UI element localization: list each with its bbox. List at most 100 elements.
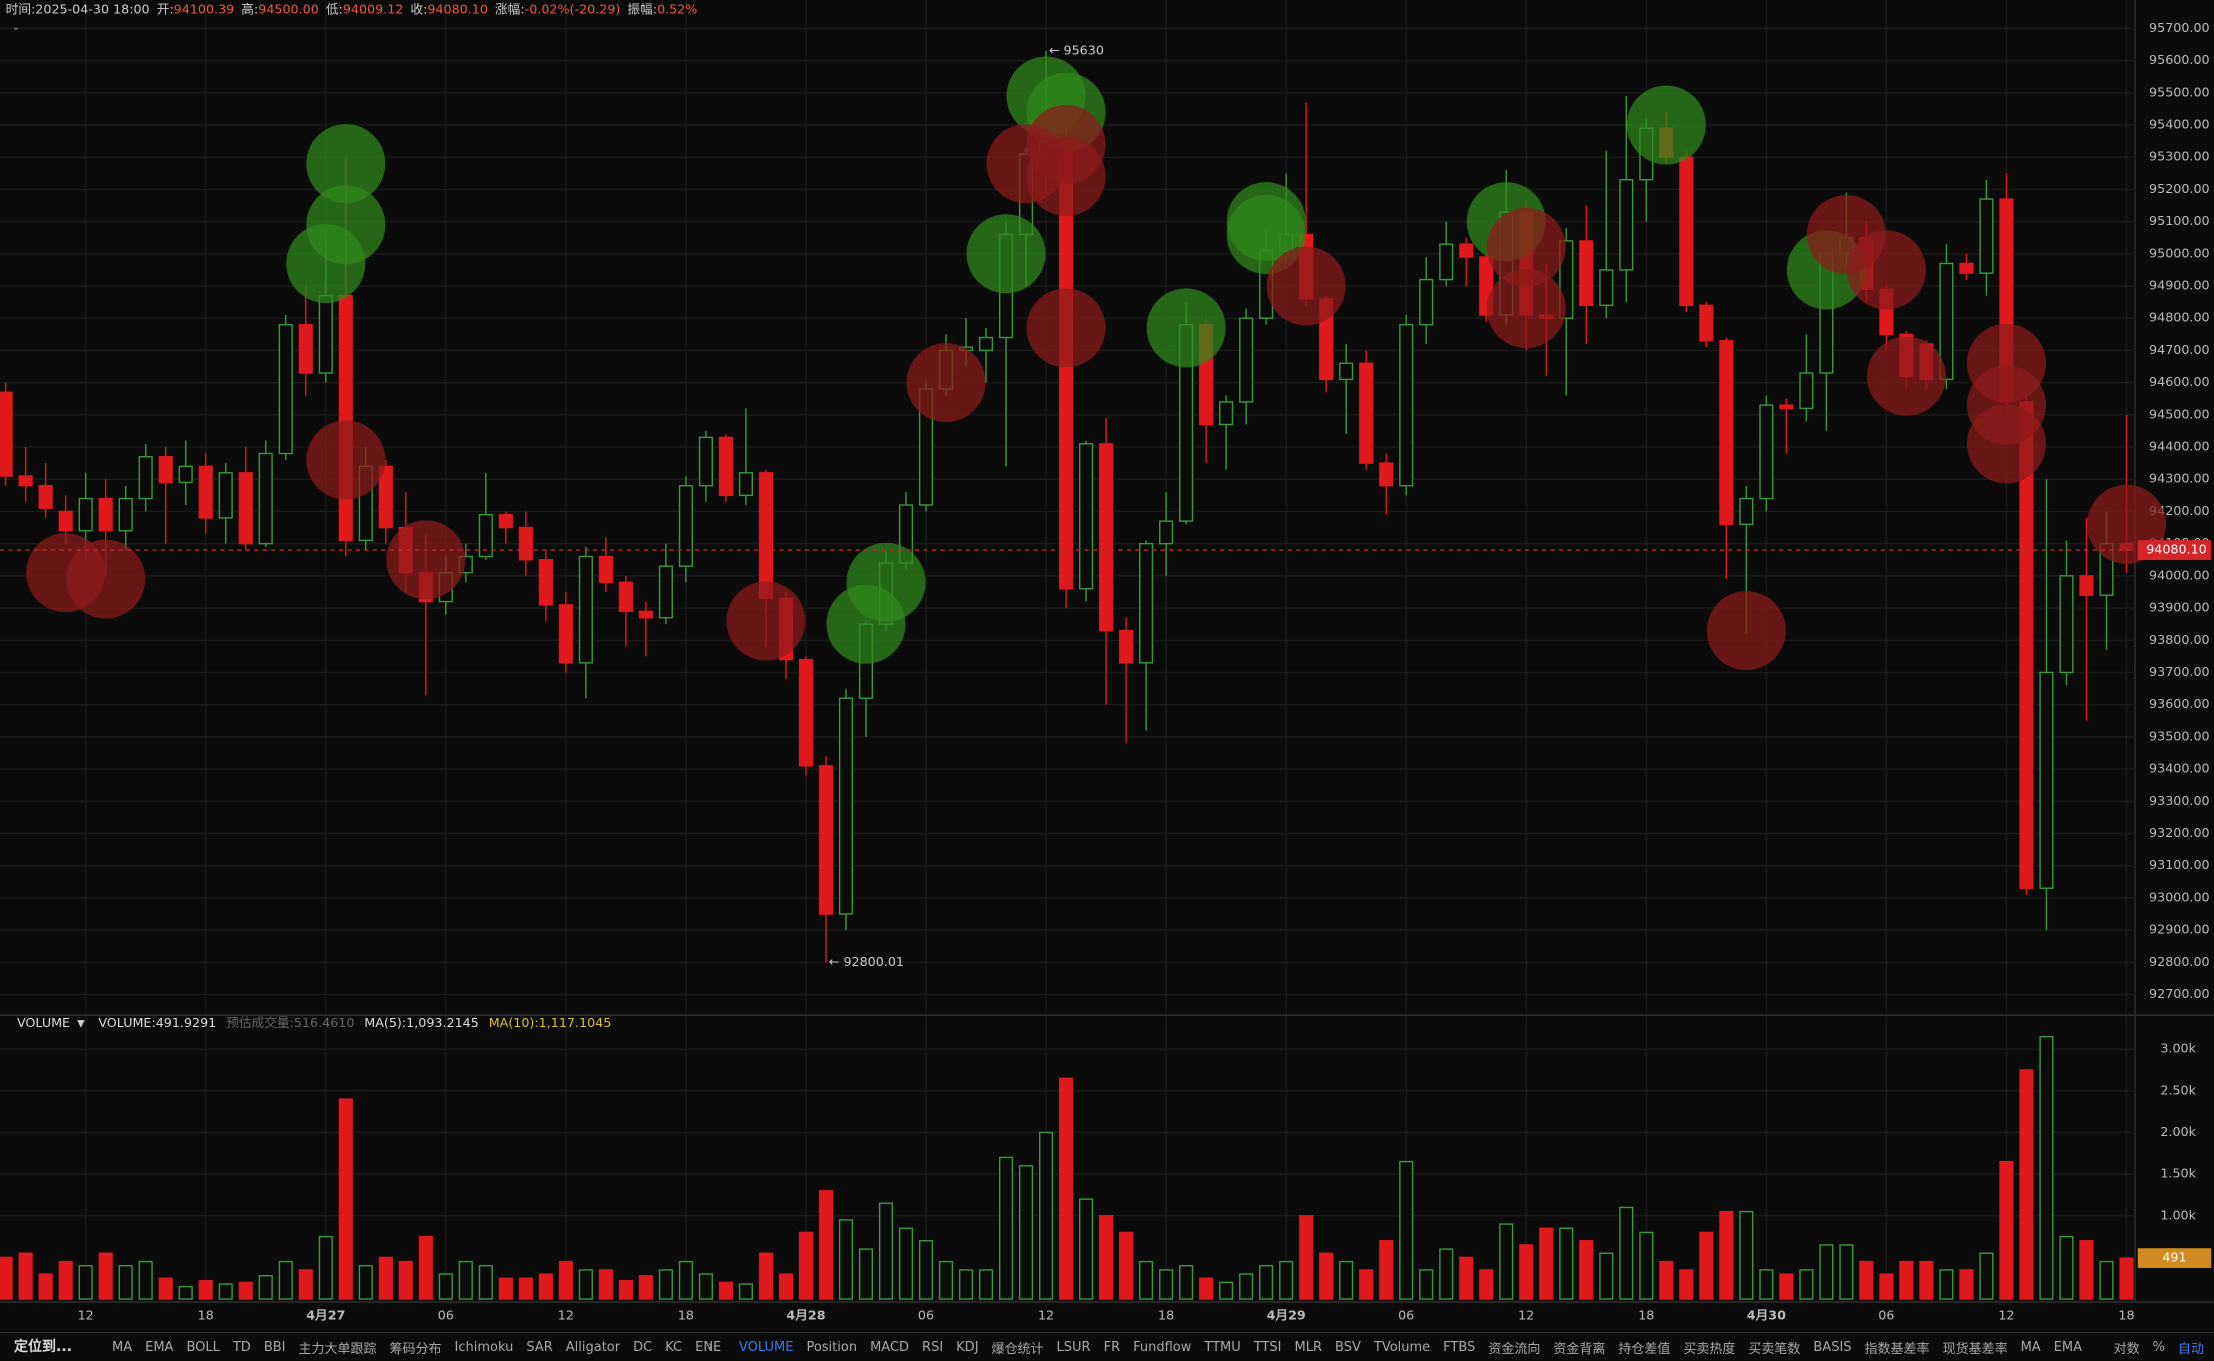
candle-body bbox=[1379, 462, 1394, 487]
toolbar-item[interactable]: BOLL bbox=[186, 1339, 220, 1355]
candle-body bbox=[18, 475, 33, 487]
volume-bar bbox=[1159, 1269, 1174, 1300]
toolbar-item[interactable]: 持仓差值 bbox=[1618, 1341, 1671, 1357]
toolbar-item[interactable]: TD bbox=[232, 1339, 251, 1355]
toolbar-item[interactable]: 主力大单跟踪 bbox=[298, 1341, 377, 1357]
volume-bar bbox=[978, 1269, 994, 1300]
toolbar-item[interactable]: LSUR bbox=[1056, 1339, 1091, 1355]
toolbar-item[interactable]: MACD bbox=[870, 1339, 910, 1355]
candle-body bbox=[98, 497, 113, 532]
volume-bar bbox=[258, 1275, 273, 1300]
dropdown-icon: ▼ bbox=[77, 1019, 85, 1030]
volume-legend: MA(10):1,117.1045 bbox=[489, 1015, 612, 1030]
volume-bar bbox=[1479, 1269, 1494, 1300]
candle-body bbox=[1719, 340, 1734, 526]
toolbar-item[interactable]: Fundflow bbox=[1133, 1339, 1192, 1355]
locate-button[interactable]: 定位到... bbox=[14, 1339, 72, 1355]
candle-body bbox=[238, 472, 253, 545]
candle-body bbox=[518, 526, 533, 561]
volume-bar bbox=[1319, 1252, 1334, 1300]
toolbar-item[interactable]: 资金背离 bbox=[1553, 1341, 1606, 1357]
toolbar-item[interactable]: 买卖热度 bbox=[1683, 1341, 1736, 1357]
toolbar-item[interactable]: 自动 bbox=[2177, 1341, 2204, 1357]
candle-body bbox=[1979, 198, 1994, 274]
candle-body bbox=[218, 472, 233, 519]
toolbar: 定位到... MA EMA BOLL TD BBI 主力大单跟踪 筹码分布 Ichimoku S… bbox=[0, 1332, 2214, 1361]
toolbar-item[interactable]: VOLUME bbox=[739, 1339, 794, 1355]
toolbar-item[interactable]: TTMU bbox=[1204, 1339, 1241, 1355]
y-tick-label: 93200.00 bbox=[2149, 825, 2210, 840]
toolbar-item[interactable]: % bbox=[2152, 1339, 2165, 1355]
toolbar-item[interactable]: DC bbox=[633, 1339, 653, 1355]
candle-body bbox=[338, 294, 353, 542]
y-tick-label: 94900.00 bbox=[2149, 278, 2210, 293]
trade-bubble bbox=[1146, 288, 1226, 368]
volume-bar bbox=[658, 1269, 673, 1300]
volume-bar bbox=[1879, 1273, 1894, 1300]
volume-bar bbox=[1659, 1260, 1674, 1300]
toolbar-item[interactable]: KC bbox=[665, 1339, 683, 1355]
volume-bar bbox=[518, 1277, 533, 1300]
trade-bubble bbox=[1846, 230, 1926, 310]
y-tick-label: 94800.00 bbox=[2149, 310, 2210, 325]
trade-bubble bbox=[1266, 246, 1346, 326]
volume-bar bbox=[478, 1265, 493, 1300]
toolbar-item[interactable]: 对数 bbox=[2113, 1341, 2140, 1357]
toolbar-item[interactable]: 买卖笔数 bbox=[1748, 1341, 1801, 1357]
candle-body bbox=[1699, 304, 1714, 342]
toolbar-item[interactable]: Position bbox=[806, 1339, 858, 1355]
header-label: 高: bbox=[241, 1, 258, 16]
candle-body bbox=[818, 765, 834, 915]
toolbar-item[interactable]: SAR bbox=[526, 1339, 553, 1355]
candle-body bbox=[158, 455, 173, 484]
candle-body bbox=[1359, 362, 1374, 464]
toolbar-item[interactable]: TTSI bbox=[1253, 1339, 1282, 1355]
volume-legend: 预估成交量:516.4610 bbox=[226, 1015, 354, 1030]
toolbar-item[interactable]: 爆仓统计 bbox=[991, 1341, 1044, 1357]
candle-body bbox=[1779, 404, 1794, 410]
volume-bar bbox=[558, 1260, 573, 1300]
volume-bar bbox=[938, 1260, 954, 1300]
y-tick-label: 95500.00 bbox=[2149, 84, 2210, 99]
more-arrow[interactable]: › bbox=[708, 1339, 714, 1354]
volume-bar bbox=[718, 1281, 733, 1300]
toolbar-item[interactable]: RSI bbox=[922, 1339, 944, 1355]
toolbar-item[interactable]: ENE bbox=[695, 1339, 722, 1355]
volume-bar bbox=[1539, 1227, 1554, 1300]
y-tick-label: 95200.00 bbox=[2149, 181, 2210, 196]
x-tick-label: 06 bbox=[918, 1308, 934, 1323]
y-tick-label: 93500.00 bbox=[2149, 728, 2210, 743]
toolbar-item[interactable]: 资金流向 bbox=[1488, 1341, 1541, 1357]
toolbar-item[interactable]: FTBS bbox=[1443, 1339, 1476, 1355]
toolbar-item[interactable]: TVolume bbox=[1373, 1339, 1431, 1355]
toolbar-item[interactable]: MLR bbox=[1294, 1339, 1323, 1355]
volume-bar bbox=[1699, 1231, 1714, 1300]
toolbar-item[interactable]: BASIS bbox=[1813, 1339, 1852, 1355]
toolbar-item[interactable]: Ichimoku bbox=[454, 1339, 514, 1355]
extreme-label: ← 92800.01 bbox=[829, 954, 904, 969]
y-tick-label: 94700.00 bbox=[2149, 342, 2210, 357]
toolbar-item[interactable]: MA bbox=[2020, 1339, 2041, 1355]
trade-bubble bbox=[1706, 591, 1786, 671]
toolbar-item[interactable]: BSV bbox=[1335, 1339, 1361, 1355]
toolbar-item[interactable]: BBI bbox=[263, 1339, 286, 1355]
header-value: 2025-04-30 18:00 bbox=[35, 1, 149, 16]
trade-bubble bbox=[306, 420, 386, 500]
toolbar-item[interactable]: MA bbox=[112, 1339, 133, 1355]
volume-bar bbox=[1499, 1223, 1514, 1300]
header-label: 时间: bbox=[6, 1, 36, 16]
toolbar-item[interactable]: EMA bbox=[145, 1339, 174, 1355]
candle-body bbox=[138, 455, 153, 500]
volume-bar bbox=[1359, 1269, 1374, 1300]
toolbar-item[interactable]: 筹码分布 bbox=[389, 1341, 442, 1357]
toolbar-item[interactable]: Alligator bbox=[565, 1339, 621, 1355]
toolbar-item[interactable]: FR bbox=[1103, 1339, 1121, 1355]
candle-body bbox=[598, 555, 613, 584]
toolbar-item[interactable]: EMA bbox=[2053, 1339, 2083, 1355]
volume-bar bbox=[458, 1260, 473, 1300]
toolbar-item[interactable]: 指数基差率 bbox=[1864, 1341, 1930, 1357]
x-tick-label: 4月27 bbox=[306, 1308, 345, 1323]
toolbar-item[interactable]: 现货基差率 bbox=[1942, 1341, 2008, 1357]
volume-bar bbox=[178, 1285, 193, 1300]
toolbar-item[interactable]: KDJ bbox=[956, 1339, 979, 1355]
